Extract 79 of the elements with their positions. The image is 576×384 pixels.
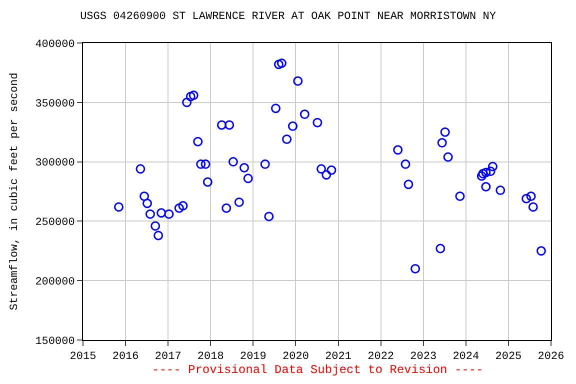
- point: [196, 159, 206, 169]
- y-tick-label: 250000: [35, 217, 75, 230]
- point: [312, 118, 322, 128]
- point: [224, 120, 234, 130]
- x-tick-label: 2016: [112, 351, 139, 364]
- point: [410, 264, 420, 274]
- point: [142, 198, 152, 208]
- point: [536, 246, 546, 256]
- x-tick-label: 2022: [368, 351, 394, 364]
- x-tick-label: 2024: [452, 351, 480, 364]
- point: [488, 162, 498, 172]
- x-tick-label: 2023: [410, 351, 437, 364]
- point: [182, 98, 192, 108]
- point: [288, 121, 298, 131]
- point: [522, 194, 532, 204]
- point: [240, 162, 249, 172]
- point: [186, 92, 196, 102]
- y-tick-label: 300000: [35, 158, 75, 170]
- point: [293, 76, 303, 86]
- point: [136, 164, 146, 174]
- point: [274, 60, 284, 70]
- point: [322, 170, 332, 180]
- point: [222, 203, 232, 213]
- point: [478, 168, 488, 178]
- point: [234, 197, 244, 207]
- point: [404, 180, 414, 190]
- point: [436, 244, 446, 254]
- point: [216, 120, 226, 130]
- point: [154, 230, 164, 240]
- point: [243, 174, 253, 184]
- point: [481, 168, 491, 178]
- point: [114, 202, 124, 212]
- point: [276, 58, 286, 68]
- point: [260, 159, 270, 169]
- text: ---- Provisional Data Subject to Revision ----: [152, 363, 484, 377]
- y-tick-label: 400000: [35, 38, 75, 51]
- point: [528, 202, 538, 212]
- point: [326, 165, 336, 175]
- point: [400, 159, 410, 169]
- x-tick-label: 2018: [197, 351, 224, 364]
- point: [202, 177, 212, 187]
- point: [150, 221, 160, 231]
- point: [264, 212, 274, 222]
- point: [145, 209, 155, 219]
- point: [282, 134, 292, 144]
- point: [174, 203, 184, 213]
- x-tick-label: 2020: [282, 351, 309, 364]
- x-tick-label: 2021: [325, 351, 352, 364]
- x-tick-label: 2019: [240, 351, 266, 364]
- point: [188, 90, 198, 100]
- point: [437, 138, 447, 148]
- point: [455, 192, 465, 201]
- point: [476, 171, 486, 181]
- point: [200, 159, 210, 169]
- y-axis-title: Streamflow, in cubic feet per second: [8, 72, 21, 310]
- point: [496, 186, 506, 196]
- x-tick-label: 2015: [70, 351, 96, 364]
- point: [140, 192, 150, 201]
- y-tick-label: 350000: [35, 98, 75, 110]
- y-tick-label: 200000: [35, 276, 75, 288]
- point: [481, 182, 491, 192]
- point: [178, 201, 188, 211]
- x-tick-label: 2026: [538, 351, 564, 364]
- point: [440, 127, 450, 137]
- point: [316, 164, 326, 174]
- point: [228, 157, 238, 167]
- point: [270, 104, 280, 114]
- point: [193, 136, 203, 146]
- chart-title: USGS 04260900 ST LAWRENCE RIVER AT OAK POINT NEAR MORRISTOWN NY: [80, 11, 496, 24]
- point: [526, 192, 536, 201]
- point: [486, 166, 496, 176]
- x-tick-label: 2025: [495, 351, 522, 364]
- point: [300, 110, 310, 120]
- x-tick-label: 2017: [154, 351, 182, 364]
- y-tick-label: 150000: [35, 336, 75, 348]
- point: [156, 208, 166, 218]
- point: [164, 209, 174, 219]
- point: [393, 145, 403, 155]
- point: [443, 152, 453, 162]
